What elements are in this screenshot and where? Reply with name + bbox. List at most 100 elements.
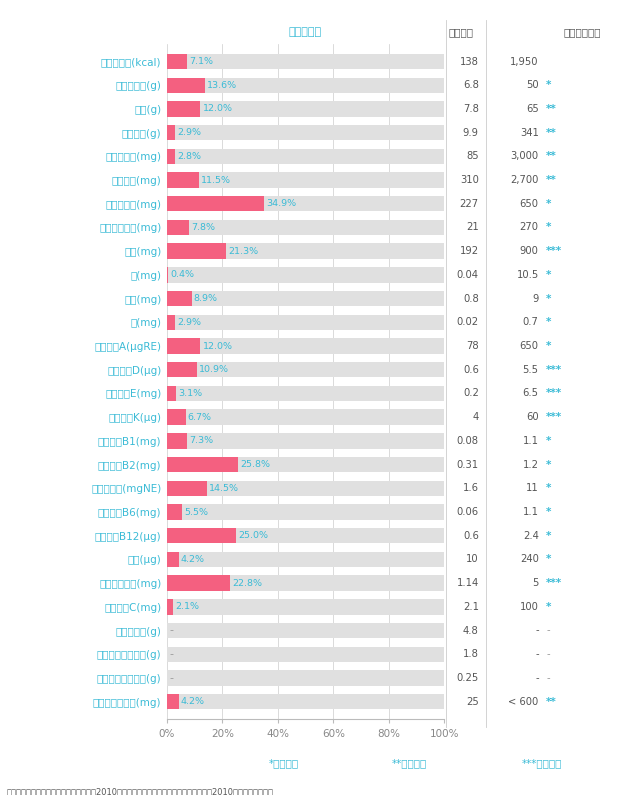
Bar [167, 457, 239, 472]
Bar [167, 196, 264, 211]
Bar [167, 173, 444, 188]
Bar [167, 599, 444, 615]
Text: 25: 25 [466, 696, 479, 707]
Bar [167, 339, 444, 354]
Bar [167, 362, 444, 378]
Text: *: * [546, 199, 552, 209]
Bar [167, 54, 444, 69]
Bar [167, 291, 192, 306]
Bar [167, 694, 444, 709]
Bar [167, 576, 230, 591]
Bar [167, 149, 175, 164]
Text: -: - [546, 626, 550, 635]
Bar [167, 646, 444, 662]
Text: 7.1%: 7.1% [189, 57, 213, 66]
Text: 270: 270 [520, 223, 539, 232]
Bar [167, 409, 185, 425]
Bar [167, 291, 444, 306]
Text: 900: 900 [520, 246, 539, 256]
Text: 192: 192 [460, 246, 479, 256]
Text: 25.8%: 25.8% [241, 460, 271, 469]
Text: *: * [546, 554, 552, 564]
Text: 3.1%: 3.1% [178, 389, 202, 398]
Text: 13.6%: 13.6% [207, 81, 237, 90]
Text: *: * [546, 223, 552, 232]
Text: 2.1%: 2.1% [175, 603, 199, 611]
Text: 6.7%: 6.7% [188, 413, 212, 421]
Text: 0.2: 0.2 [463, 389, 479, 398]
Text: 341: 341 [520, 128, 539, 138]
Text: 650: 650 [520, 199, 539, 209]
Text: 0.04: 0.04 [457, 270, 479, 280]
Text: 2.1: 2.1 [463, 602, 479, 612]
Text: 1.2: 1.2 [523, 460, 539, 470]
Text: *: * [546, 507, 552, 517]
Bar [167, 694, 178, 709]
Text: 0.08: 0.08 [457, 436, 479, 446]
Bar [167, 552, 444, 567]
Text: 0.6: 0.6 [463, 531, 479, 541]
Bar [167, 433, 187, 448]
Bar [167, 54, 186, 69]
Text: 2,700: 2,700 [510, 175, 539, 185]
Text: **: ** [546, 696, 557, 707]
Text: -: - [535, 673, 539, 683]
Bar [167, 386, 444, 401]
Bar [167, 101, 444, 117]
Text: 10: 10 [466, 554, 479, 564]
Text: 0.25: 0.25 [457, 673, 479, 683]
Text: 50: 50 [526, 80, 539, 90]
Text: 1.6: 1.6 [463, 483, 479, 493]
Text: *: * [546, 436, 552, 446]
Text: -: - [535, 626, 539, 635]
Text: 7.8: 7.8 [463, 104, 479, 114]
Text: 4: 4 [472, 412, 479, 422]
Text: 栄養素量: 栄養素量 [449, 27, 474, 37]
Text: 138: 138 [460, 56, 479, 67]
Text: -: - [546, 650, 550, 659]
Bar [167, 243, 444, 259]
Text: *: * [546, 80, 552, 90]
Text: 8.9%: 8.9% [194, 294, 218, 303]
Text: 12.0%: 12.0% [202, 104, 232, 114]
Bar [167, 528, 444, 544]
Text: **：目標量: **：目標量 [392, 758, 427, 768]
Text: 2.4: 2.4 [523, 531, 539, 541]
Text: 2.9%: 2.9% [177, 318, 201, 327]
Text: 240: 240 [520, 554, 539, 564]
Text: -: - [169, 650, 173, 659]
Text: *: * [546, 341, 552, 351]
Text: *: * [546, 270, 552, 280]
Text: ***: *** [546, 412, 563, 422]
Text: 21.3%: 21.3% [228, 246, 258, 256]
Text: *: * [546, 602, 552, 612]
Bar [167, 481, 207, 496]
Text: < 600: < 600 [508, 696, 539, 707]
Text: 0.4%: 0.4% [170, 270, 194, 279]
Bar [167, 386, 176, 401]
Text: 7.8%: 7.8% [191, 223, 215, 232]
Bar [167, 622, 444, 638]
Text: 9.9: 9.9 [463, 128, 479, 138]
Text: 227: 227 [460, 199, 479, 209]
Text: 5.5%: 5.5% [185, 507, 209, 517]
Bar [167, 149, 444, 164]
Text: -: - [535, 650, 539, 659]
Text: 栄養充足率: 栄養充足率 [289, 27, 322, 37]
Text: 60: 60 [526, 412, 539, 422]
Text: 11.5%: 11.5% [201, 176, 231, 184]
Text: 25.0%: 25.0% [239, 531, 268, 541]
Bar [167, 78, 444, 93]
Text: 4.2%: 4.2% [181, 697, 205, 706]
Text: 1.8: 1.8 [463, 650, 479, 659]
Text: 0.06: 0.06 [457, 507, 479, 517]
Text: 2.8%: 2.8% [177, 152, 201, 161]
Text: 6.5: 6.5 [523, 389, 539, 398]
Bar [167, 481, 444, 496]
Bar [167, 599, 173, 615]
Text: 0.7: 0.7 [523, 317, 539, 328]
Text: 0.31: 0.31 [457, 460, 479, 470]
Bar [167, 576, 444, 591]
Bar [167, 219, 188, 235]
Text: 5.5: 5.5 [523, 365, 539, 374]
